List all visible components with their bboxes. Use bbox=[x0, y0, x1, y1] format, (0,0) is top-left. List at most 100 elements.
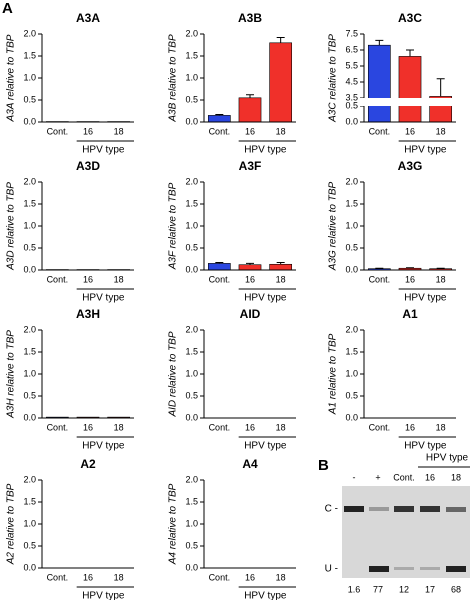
bar bbox=[207, 263, 231, 271]
y-tick-label: 1.5 bbox=[185, 346, 198, 356]
quantity: 12 bbox=[399, 584, 409, 594]
y-tick-label: 2.0 bbox=[23, 176, 36, 186]
bar bbox=[238, 264, 262, 271]
chart: A3B A3B relative to TBP 0.0 0.5 1.0 1.5 2.0 Con… bbox=[168, 11, 296, 156]
band bbox=[420, 567, 440, 570]
x-tick-label: Cont. bbox=[47, 572, 69, 582]
chart: AID AID relative to TBP 0.0 0.5 1.0 1.5 2.0 Con… bbox=[168, 307, 296, 452]
y-tick-label: 1.0 bbox=[185, 368, 198, 378]
y-axis-label: AID relative to TBP bbox=[168, 331, 179, 417]
y-tick-label: 1.0 bbox=[23, 518, 36, 528]
x-tick-label: 18 bbox=[436, 422, 446, 432]
y-tick-label: 2.0 bbox=[185, 324, 198, 334]
y-tick-label: 0.0 bbox=[185, 412, 198, 422]
y-tick-label: 0.0 bbox=[185, 562, 198, 572]
y-tick-label: 0.0 bbox=[185, 116, 198, 126]
group-label: HPV type bbox=[404, 145, 447, 156]
group-label: HPV type bbox=[244, 591, 287, 600]
y-tick-label: 0.0 bbox=[345, 264, 358, 274]
error-bar bbox=[436, 78, 445, 97]
band-label: C - bbox=[325, 504, 338, 515]
x-tick-label: Cont. bbox=[209, 422, 231, 432]
y-tick-label: 1.5 bbox=[345, 198, 358, 208]
x-tick-label: Cont. bbox=[47, 274, 69, 284]
y-tick-label: 6.5 bbox=[345, 44, 358, 54]
quantity: 77 bbox=[373, 584, 383, 594]
bar bbox=[207, 115, 231, 123]
bar bbox=[269, 263, 293, 271]
y-tick-label: 2.0 bbox=[185, 176, 198, 186]
y-tick-label: 2.0 bbox=[23, 474, 36, 484]
y-tick-label: 0.5 bbox=[345, 390, 358, 400]
error-bar bbox=[276, 262, 285, 265]
y-tick-label: 1.0 bbox=[185, 220, 198, 230]
lane-label: 18 bbox=[451, 472, 461, 482]
axis-break bbox=[358, 98, 456, 106]
x-tick-label: 16 bbox=[83, 126, 93, 136]
x-tick-label: 16 bbox=[405, 422, 415, 432]
bar bbox=[367, 44, 391, 123]
error-bar bbox=[276, 37, 285, 43]
x-tick-label: 18 bbox=[114, 422, 124, 432]
y-tick-label: 0.5 bbox=[23, 390, 36, 400]
y-tick-label: 0.5 bbox=[345, 242, 358, 252]
x-tick-label: 16 bbox=[405, 274, 415, 284]
group-label: HPV type bbox=[82, 145, 125, 156]
y-tick-label: 1.5 bbox=[23, 198, 36, 208]
y-tick-label: 1.5 bbox=[23, 50, 36, 60]
chart: A3F A3F relative to TBP 0.0 0.5 1.0 1.5 2.0 Con… bbox=[168, 159, 296, 304]
y-axis-label: A4 relative to TBP bbox=[168, 483, 179, 565]
chart-title: AID bbox=[240, 307, 261, 321]
panel-label: A bbox=[2, 0, 13, 17]
error-bar bbox=[215, 262, 224, 264]
quantity: 17 bbox=[425, 584, 435, 594]
chart: A1 A1 relative to TBP 0.0 0.5 1.0 1.5 2.0 Cont.… bbox=[328, 307, 456, 452]
chart-title: A3A bbox=[76, 11, 100, 25]
x-tick-label: Cont. bbox=[209, 572, 231, 582]
y-tick-label: 0.0 bbox=[23, 264, 36, 274]
band-label: U - bbox=[325, 564, 338, 575]
lane-label: + bbox=[375, 472, 380, 482]
lane-label: - bbox=[353, 472, 356, 482]
y-tick-label: 0.5 bbox=[23, 540, 36, 550]
y-tick-label: 2.0 bbox=[23, 324, 36, 334]
x-tick-label: Cont. bbox=[369, 274, 391, 284]
y-tick-label: 0.5 bbox=[23, 242, 36, 252]
x-tick-label: Cont. bbox=[47, 422, 69, 432]
error-bar bbox=[406, 49, 414, 57]
lane-label: 16 bbox=[425, 472, 435, 482]
y-tick-label: 1.5 bbox=[23, 346, 36, 356]
x-tick-label: 16 bbox=[245, 422, 255, 432]
y-tick-label: 0.0 bbox=[345, 412, 358, 422]
band bbox=[446, 566, 466, 572]
panel-label: B bbox=[318, 457, 329, 474]
y-tick-label: 1.0 bbox=[345, 220, 358, 230]
bar bbox=[398, 56, 422, 123]
x-tick-label: 18 bbox=[276, 422, 286, 432]
group-label: HPV type bbox=[404, 293, 447, 304]
y-axis-label: A3B relative to TBP bbox=[168, 34, 179, 123]
band bbox=[446, 507, 466, 512]
x-tick-label: 16 bbox=[83, 274, 93, 284]
y-tick-label: 1.0 bbox=[23, 368, 36, 378]
x-tick-label: Cont. bbox=[369, 422, 391, 432]
y-axis-label: A3A relative to TBP bbox=[6, 34, 17, 122]
band bbox=[394, 506, 414, 512]
y-tick-label: 3.5 bbox=[345, 92, 358, 102]
chart: A4 A4 relative to TBP 0.0 0.5 1.0 1.5 2.0 Cont.… bbox=[168, 457, 296, 600]
x-tick-label: 16 bbox=[405, 126, 415, 136]
y-tick-label: 0.5 bbox=[23, 94, 36, 104]
x-tick-label: 18 bbox=[436, 126, 446, 136]
x-tick-label: 16 bbox=[83, 572, 93, 582]
y-tick-label: 1.5 bbox=[345, 346, 358, 356]
x-tick-label: 16 bbox=[83, 422, 93, 432]
group-label: HPV type bbox=[404, 441, 447, 452]
y-axis-label: A3C relative to TBP bbox=[328, 34, 339, 123]
y-tick-label: 0.5 bbox=[185, 242, 198, 252]
group-label: HPV type bbox=[244, 145, 287, 156]
y-tick-label: 0.0 bbox=[185, 264, 198, 274]
gel-header: HPV type bbox=[426, 453, 469, 464]
gel-image bbox=[342, 486, 470, 578]
chart: A3D A3D relative to TBP 0.0 0.5 1.0 1.5 2.0 Con… bbox=[6, 159, 134, 304]
y-axis-label: A3G relative to TBP bbox=[328, 181, 339, 271]
